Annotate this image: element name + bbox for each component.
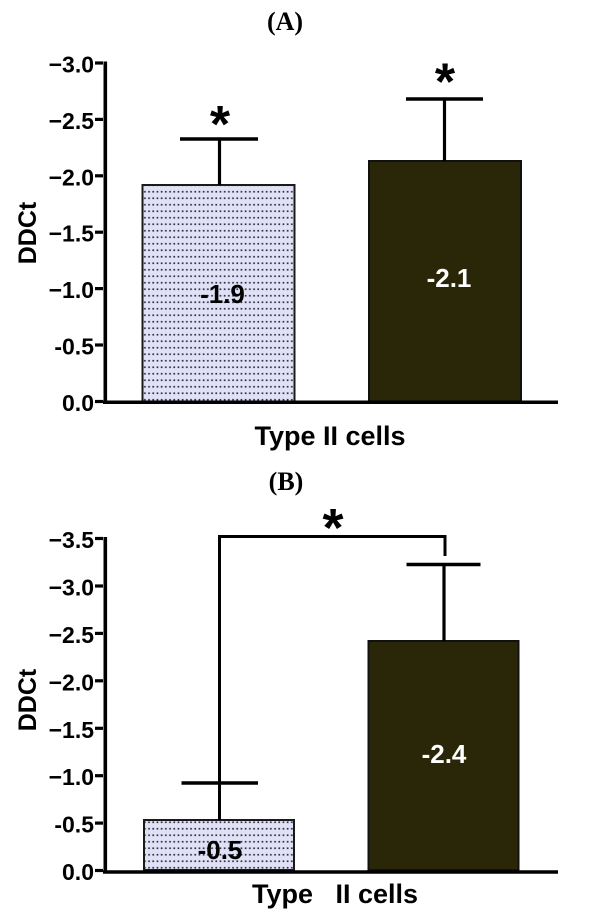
svg-text:0.0: 0.0 (62, 859, 94, 885)
svg-text:−2.5: −2.5 (49, 108, 95, 134)
svg-text:DDCt: DDCt (14, 668, 42, 731)
svg-text:-1.9: -1.9 (200, 279, 245, 309)
svg-text:-2.1: -2.1 (427, 263, 472, 293)
svg-text:-0.5: -0.5 (54, 812, 94, 838)
svg-text:-0.5: -0.5 (198, 835, 243, 865)
svg-text:-0.5: -0.5 (54, 334, 94, 360)
svg-text:-2.4: -2.4 (422, 739, 467, 769)
svg-text:−2.5: −2.5 (49, 622, 95, 648)
svg-text:−3.0: −3.0 (49, 575, 94, 601)
svg-text:*: * (322, 498, 343, 558)
svg-text:*: * (210, 96, 231, 154)
svg-text:−1.5: −1.5 (49, 717, 95, 743)
svg-text:(B): (B) (269, 467, 304, 496)
svg-text:*: * (435, 54, 456, 112)
svg-text:−1.5: −1.5 (49, 221, 95, 247)
svg-text:−3.0: −3.0 (49, 52, 94, 78)
svg-text:−2.0: −2.0 (49, 164, 94, 190)
svg-text:Type II cells: Type II cells (254, 421, 405, 451)
svg-text:Type II cells: Type II cells (252, 879, 418, 909)
svg-text:−2.0: −2.0 (49, 669, 94, 695)
svg-text:0.0: 0.0 (62, 390, 94, 416)
svg-text:−1.0: −1.0 (49, 277, 94, 303)
svg-text:(A): (A) (267, 7, 303, 36)
svg-text:−3.5: −3.5 (49, 527, 95, 553)
svg-text:DDCt: DDCt (14, 201, 42, 264)
svg-text:−1.0: −1.0 (49, 764, 94, 790)
